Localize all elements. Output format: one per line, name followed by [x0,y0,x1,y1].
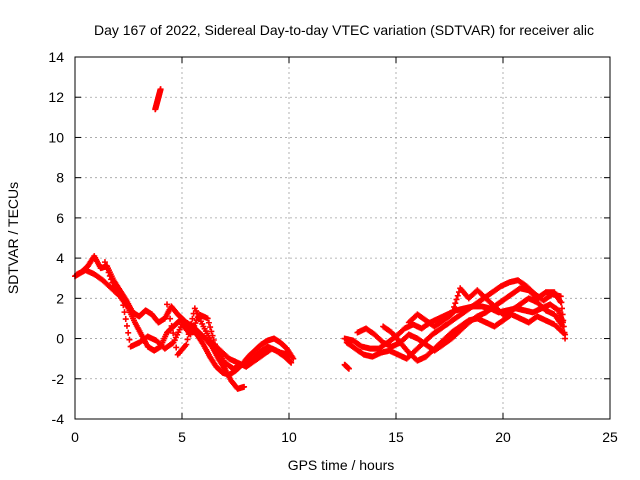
data-point [559,323,566,330]
data-point [184,336,191,343]
data-point [109,279,116,286]
data-point [108,276,115,283]
data-point [345,365,352,372]
data-point [207,324,214,331]
plot-frame [74,56,611,420]
data-point [122,316,129,323]
data-point [559,305,566,312]
data-point [123,322,130,329]
data-point [185,331,192,338]
grid [75,57,610,419]
x-tick-label: 15 [388,429,404,445]
data-point [171,337,178,344]
data-point [453,296,460,303]
x-tick-label: 0 [71,429,79,445]
data-point [103,262,110,269]
data-point [125,329,132,336]
data-point [562,331,569,338]
data-point [165,308,172,315]
data-point [173,344,180,351]
data-point [121,309,128,316]
data-point [452,300,459,307]
y-tick-label: 14 [48,49,64,65]
x-tick-label: 25 [602,429,618,445]
x-axis-label: GPS time / hours [288,457,395,473]
y-tick-label: -4 [52,411,65,427]
data-point [105,269,112,276]
data-point [188,320,195,327]
data-point [241,383,248,390]
data-point [286,351,292,358]
data-point [101,259,108,266]
data-point [449,307,456,314]
data-point [287,358,294,365]
data-point [168,322,175,329]
data-point [454,292,461,299]
data-point [205,319,212,326]
y-tick-label: 2 [56,290,64,306]
x-tick-label: 5 [178,429,186,445]
data-point [451,303,458,310]
data-point [106,272,113,279]
y-tick-label: 0 [56,331,64,347]
y-axis-label: SDTVAR / TECUs [5,182,21,294]
data-point [290,355,297,362]
x-tick-label: 20 [495,429,511,445]
data-series-sdtvar [72,86,569,392]
y-tick-label: -2 [52,371,65,387]
data-point [120,302,127,309]
data-point [167,315,174,322]
y-tick-label: 12 [48,89,64,105]
data-point [126,336,133,343]
data-point [448,311,455,318]
data-point [208,328,215,335]
y-tick-label: 8 [56,170,64,186]
data-point [183,341,190,348]
data-point [164,301,171,308]
data-point [189,315,196,322]
data-point [557,299,564,306]
data-point [104,266,111,273]
x-tick-label: 10 [281,429,297,445]
data-point [157,86,164,93]
y-tick-label: 10 [48,129,64,145]
data-point [559,311,566,318]
data-point [204,315,211,322]
data-point [119,295,126,302]
data-point [170,330,177,337]
axis-ticks: 0 5 10 15 20 25 -4 -2 0 2 4 6 8 10 12 14 [48,49,618,445]
data-point [186,326,193,333]
y-tick-label: 6 [56,210,64,226]
chart-title: Day 167 of 2022, Sidereal Day-to-day VTE… [94,22,594,38]
y-tick-label: 4 [56,250,64,266]
data-point [288,359,295,366]
